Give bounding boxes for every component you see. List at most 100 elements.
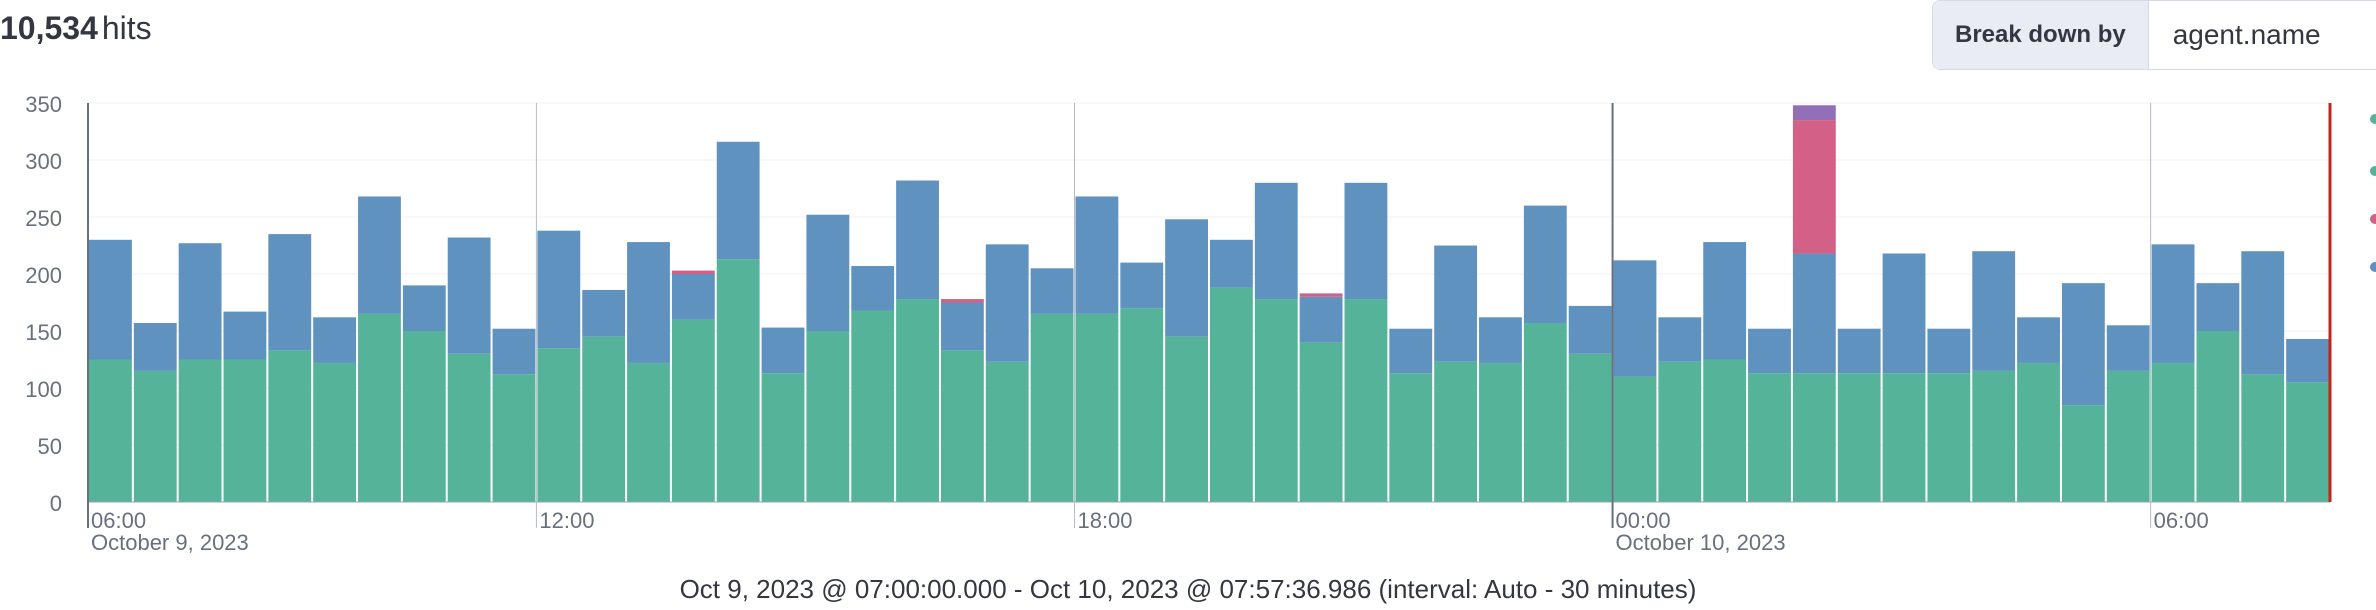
bar-segment-green — [1837, 373, 1881, 502]
bar-segment-purple — [1792, 105, 1836, 121]
bar-segment-blue — [1837, 328, 1881, 374]
bar-segment-green — [402, 331, 446, 502]
y-tick-label: 50 — [38, 434, 62, 459]
bar-segment-green — [2106, 370, 2150, 502]
bar-segment-green — [358, 313, 401, 502]
bar-segment-red — [1299, 293, 1343, 297]
legend-item-blue[interactable] — [2370, 262, 2376, 272]
x-tick-label: 12:00 — [539, 508, 594, 533]
bar-segment-green — [1434, 361, 1478, 502]
bar-segment-blue — [358, 196, 401, 314]
bar-segment-blue — [1434, 245, 1478, 362]
bar-segment-blue — [940, 302, 984, 351]
bar-segment-blue — [133, 323, 177, 371]
bar-segment-green — [268, 350, 312, 502]
bar-segment-green — [89, 359, 132, 502]
bar-segment-green — [537, 348, 581, 502]
bar-segment-red — [940, 299, 984, 303]
hits-counter: 10,534 hits — [0, 6, 152, 50]
bar-segment-green — [492, 374, 536, 502]
time-range-caption: Oct 9, 2023 @ 07:00:00.000 - Oct 10, 202… — [679, 574, 1697, 604]
x-tick-label: 06:00 — [91, 508, 146, 533]
bar-segment-blue — [896, 180, 939, 300]
bar-segment-green — [761, 373, 805, 502]
bar-segment-blue — [402, 285, 446, 331]
bar-segment-blue — [1210, 239, 1253, 288]
bar-segment-blue — [89, 239, 132, 360]
bar-segment-blue — [671, 274, 715, 320]
y-tick-label: 100 — [25, 377, 62, 402]
bar-segment-green — [1344, 299, 1388, 502]
bar-segment-green — [1792, 373, 1836, 502]
bar-segment-green — [2061, 405, 2105, 502]
bar-segment-green — [1703, 359, 1747, 502]
bar-segment-green — [1389, 373, 1433, 502]
bar-segment-blue — [716, 141, 760, 260]
bar-segment-green — [1613, 376, 1657, 502]
bar-segment-green — [1165, 336, 1208, 502]
breakdown-control[interactable]: Break down by agent.name — [1932, 0, 2376, 70]
bar-segment-green — [223, 359, 267, 502]
bar-segment-blue — [582, 289, 626, 337]
bar-segment-blue — [1613, 260, 1657, 377]
bar-segment-blue — [268, 234, 312, 351]
bar-segment-blue — [447, 237, 491, 354]
bar-segment-blue — [1344, 182, 1388, 300]
bar-segment-green — [1882, 373, 1926, 502]
bar-segment-blue — [1254, 182, 1298, 300]
bar-segment-blue — [2061, 283, 2105, 406]
bar-segment-green — [1972, 370, 2016, 502]
y-tick-label: 350 — [25, 92, 62, 117]
y-tick-label: 0 — [50, 491, 62, 516]
bar-segment-blue — [2196, 283, 2240, 331]
bar-segment-green — [671, 319, 715, 502]
bar-segment-green — [2286, 382, 2329, 502]
hits-unit: hits — [101, 10, 152, 46]
bar-segment-blue — [985, 244, 1029, 362]
bar-segment-green — [582, 336, 626, 502]
bar-segment-blue — [1299, 296, 1343, 343]
x-tick-sublabel: October 9, 2023 — [91, 530, 249, 555]
bar-segment-blue — [1075, 196, 1119, 314]
bar-segment-green — [1658, 361, 1702, 502]
bar-segment-green — [1479, 362, 1522, 502]
bar-segment-green — [1120, 308, 1164, 502]
x-tick-label: 00:00 — [1616, 508, 1671, 533]
breakdown-field-select[interactable]: agent.name — [2148, 1, 2376, 69]
bar-segment-green — [178, 359, 222, 502]
bar-segment-green — [1254, 299, 1298, 502]
y-tick-label: 200 — [25, 263, 62, 288]
bar-segment-green — [1927, 373, 1971, 502]
bar-segment-blue — [1479, 317, 1522, 363]
bar-segment-blue — [1703, 242, 1747, 360]
bar-segment-blue — [1523, 205, 1567, 324]
bar-segment-blue — [223, 311, 267, 360]
bar-segment-green — [2241, 374, 2285, 502]
bar-segment-blue — [806, 214, 850, 331]
bar-segment-blue — [1120, 262, 1164, 309]
legend-item-teal[interactable] — [2370, 166, 2376, 176]
bar-segment-blue — [2151, 244, 2195, 363]
bar-segment-blue — [492, 328, 536, 375]
bar-segment-green — [447, 353, 491, 502]
bar-segment-green — [716, 259, 760, 502]
bar-segment-green — [1748, 373, 1791, 502]
bar-segment-blue — [1792, 253, 1836, 374]
bar-segment-blue — [1389, 328, 1433, 374]
bar-segment-blue — [627, 242, 670, 363]
bar-segment-green — [2151, 362, 2195, 502]
bar-segment-green — [133, 370, 177, 502]
y-tick-label: 150 — [25, 320, 62, 345]
hits-count: 10,534 — [0, 10, 98, 46]
legend-item-green[interactable] — [2370, 114, 2376, 124]
bar-segment-green — [313, 362, 357, 502]
bar-segment-blue — [1030, 268, 1074, 314]
bar-segment-red — [671, 270, 715, 274]
x-tick-label: 06:00 — [2154, 508, 2209, 533]
bar-segment-green — [1299, 342, 1343, 502]
bar-segment-blue — [1748, 328, 1791, 374]
legend-item-red[interactable] — [2370, 214, 2376, 224]
bar-segment-green — [1075, 313, 1119, 502]
bar-segment-green — [1523, 323, 1567, 502]
bar-segment-blue — [313, 317, 357, 363]
